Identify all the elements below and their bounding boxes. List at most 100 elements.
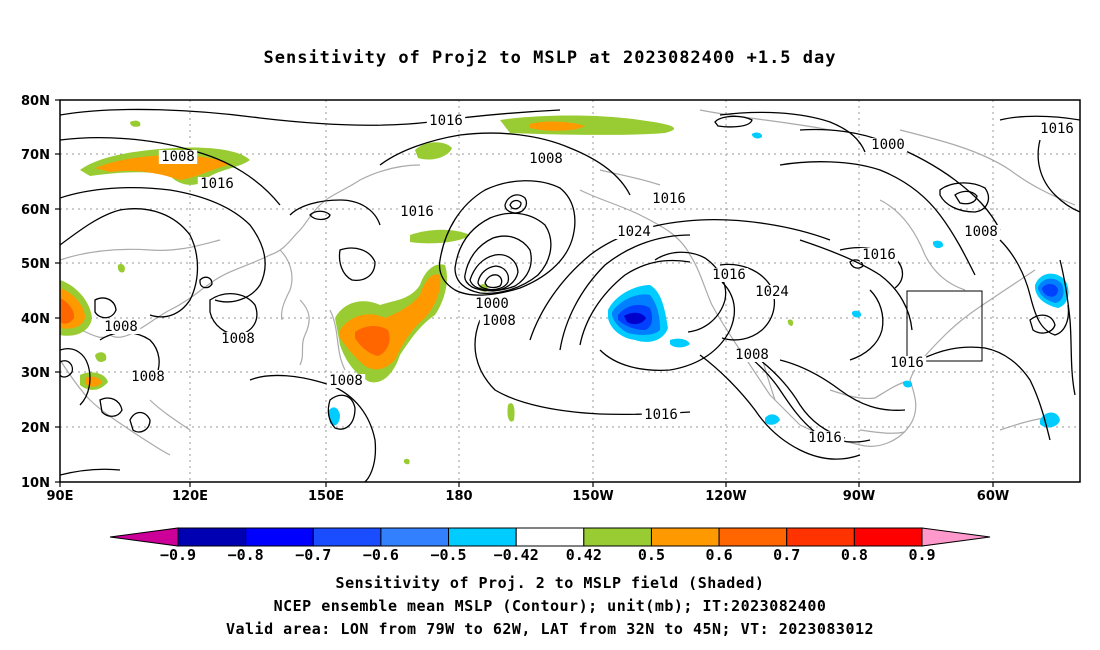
contour-label-bg xyxy=(326,374,366,388)
contour-label: 1024 xyxy=(617,224,651,240)
colorbar-label: 0.7 xyxy=(773,546,800,564)
contour-label: 1008 xyxy=(735,347,769,363)
contour-label: 1016 xyxy=(644,407,678,423)
contour-label: 1016 xyxy=(652,191,686,207)
contour-label-bg xyxy=(961,225,1001,239)
lat-label: 80N xyxy=(21,94,50,109)
colorbar-label: 0.6 xyxy=(706,546,733,564)
colorbar xyxy=(109,527,991,547)
colorbar-label: 0.5 xyxy=(638,546,665,564)
colorbar-swatch xyxy=(312,527,382,547)
contour-label-bg xyxy=(752,285,792,299)
colorbar-label: −0.8 xyxy=(228,546,264,564)
colorbar-label: −0.9 xyxy=(160,546,196,564)
contour-label: 1016 xyxy=(429,113,463,129)
contour-labels: 1016 1008 1016 1016 1008 1016 1024 1000 1016 1008… xyxy=(101,113,1077,446)
colorbar-min-arrow xyxy=(109,527,179,547)
colorbar-label: −0.6 xyxy=(363,546,399,564)
valid-area-box xyxy=(906,290,983,362)
contour-label: 1016 xyxy=(890,355,924,371)
contour-label: 1008 xyxy=(329,373,363,389)
contour-label-bg xyxy=(868,138,908,152)
contour-label-bg xyxy=(887,356,927,370)
contour-label-bg xyxy=(101,320,141,334)
contour-label: 1008 xyxy=(131,369,165,385)
colorbar-swatch xyxy=(650,527,720,547)
contour-label-bg xyxy=(128,370,168,384)
colorbar-label: −0.7 xyxy=(295,546,331,564)
lat-label: 60N xyxy=(21,203,50,218)
colorbar-label: 0.9 xyxy=(908,546,935,564)
contour-label-bg xyxy=(526,152,566,166)
contour-label: 1016 xyxy=(400,204,434,220)
contour-label-bg xyxy=(614,225,654,239)
positive-sensitivity-shading xyxy=(60,115,794,465)
contour-label: 1008 xyxy=(221,331,255,347)
contour-label: 1016 xyxy=(862,247,896,263)
contour-label: 1008 xyxy=(964,224,998,240)
colorbar-swatch xyxy=(515,527,585,547)
contour-label: 1016 xyxy=(808,430,842,446)
lon-label: 60W xyxy=(977,489,1009,504)
lat-label: 50N xyxy=(21,257,50,272)
colorbar-label: −0.42 xyxy=(494,546,539,564)
contour-label-bg xyxy=(805,431,845,445)
lon-label: 150E xyxy=(308,489,344,504)
colorbar-swatch xyxy=(853,527,923,547)
contour-label: 1000 xyxy=(475,296,509,312)
contour-label-bg xyxy=(1037,122,1077,136)
lon-label: 90W xyxy=(843,489,875,504)
lon-label: 120E xyxy=(172,489,208,504)
colorbar-label: 0.8 xyxy=(841,546,868,564)
contour-label-bg xyxy=(641,408,681,422)
footer-line-1: Sensitivity of Proj. 2 to MSLP field (Sh… xyxy=(335,574,765,592)
lon-label: 120W xyxy=(705,489,746,504)
contour-label: 1016 xyxy=(200,176,234,192)
axis-ticks xyxy=(55,99,994,487)
contour-label: 1016 xyxy=(1040,121,1074,137)
contour-label: 1008 xyxy=(161,149,195,165)
lat-label: 40N xyxy=(21,312,50,327)
map-frame xyxy=(59,99,1081,483)
contour-label: 1024 xyxy=(755,284,789,300)
contour-label-bg xyxy=(472,297,512,311)
contour-label-bg xyxy=(859,248,899,262)
lon-label: 180 xyxy=(445,489,472,504)
contour-label-bg xyxy=(158,150,198,164)
contour-label: 1008 xyxy=(482,313,516,329)
contour-label-bg xyxy=(479,314,519,328)
colorbar-max-arrow xyxy=(921,527,991,547)
contour-label-bg xyxy=(397,205,437,219)
lat-lon-grid xyxy=(60,100,1080,482)
contour-label-bg xyxy=(197,177,237,191)
contour-label: 1008 xyxy=(104,319,138,335)
colorbar-swatch xyxy=(448,527,517,547)
colorbar-swatch xyxy=(786,527,855,547)
colorbar-swatch xyxy=(583,527,652,547)
colorbar-label: 0.42 xyxy=(566,546,602,564)
latitude-labels: 80N 70N 60N 50N 40N 30N 20N 10N xyxy=(21,94,50,491)
colorbar-label: −0.5 xyxy=(430,546,466,564)
footer-line-2: NCEP ensemble mean MSLP (Contour); unit(… xyxy=(273,597,827,615)
lat-label: 10N xyxy=(21,476,50,491)
contour-label: 1016 xyxy=(712,267,746,283)
footer-line-3: Valid area: LON from 79W to 62W, LAT fro… xyxy=(225,620,875,638)
coastlines xyxy=(60,109,1076,456)
lat-label: 70N xyxy=(21,148,50,163)
longitude-labels: 90E 120E 150E 180 150W 120W 90W 60W xyxy=(47,489,1010,504)
colorbar-swatch xyxy=(177,527,247,547)
lon-label: 90E xyxy=(47,489,74,504)
contour-label-bg xyxy=(426,114,466,128)
negative-sensitivity-shading xyxy=(328,132,1069,428)
lat-label: 30N xyxy=(21,366,50,381)
colorbar-swatch xyxy=(718,527,788,547)
mslp-contours xyxy=(60,108,1080,482)
contour-label-bg xyxy=(732,348,772,362)
colorbar-swatch xyxy=(380,527,450,547)
lat-label: 20N xyxy=(21,421,50,436)
contour-label-bg xyxy=(649,192,689,206)
contour-label: 1008 xyxy=(529,151,563,167)
lon-label: 150W xyxy=(572,489,613,504)
colorbar-swatch xyxy=(245,527,314,547)
contour-label-bg xyxy=(218,332,258,346)
